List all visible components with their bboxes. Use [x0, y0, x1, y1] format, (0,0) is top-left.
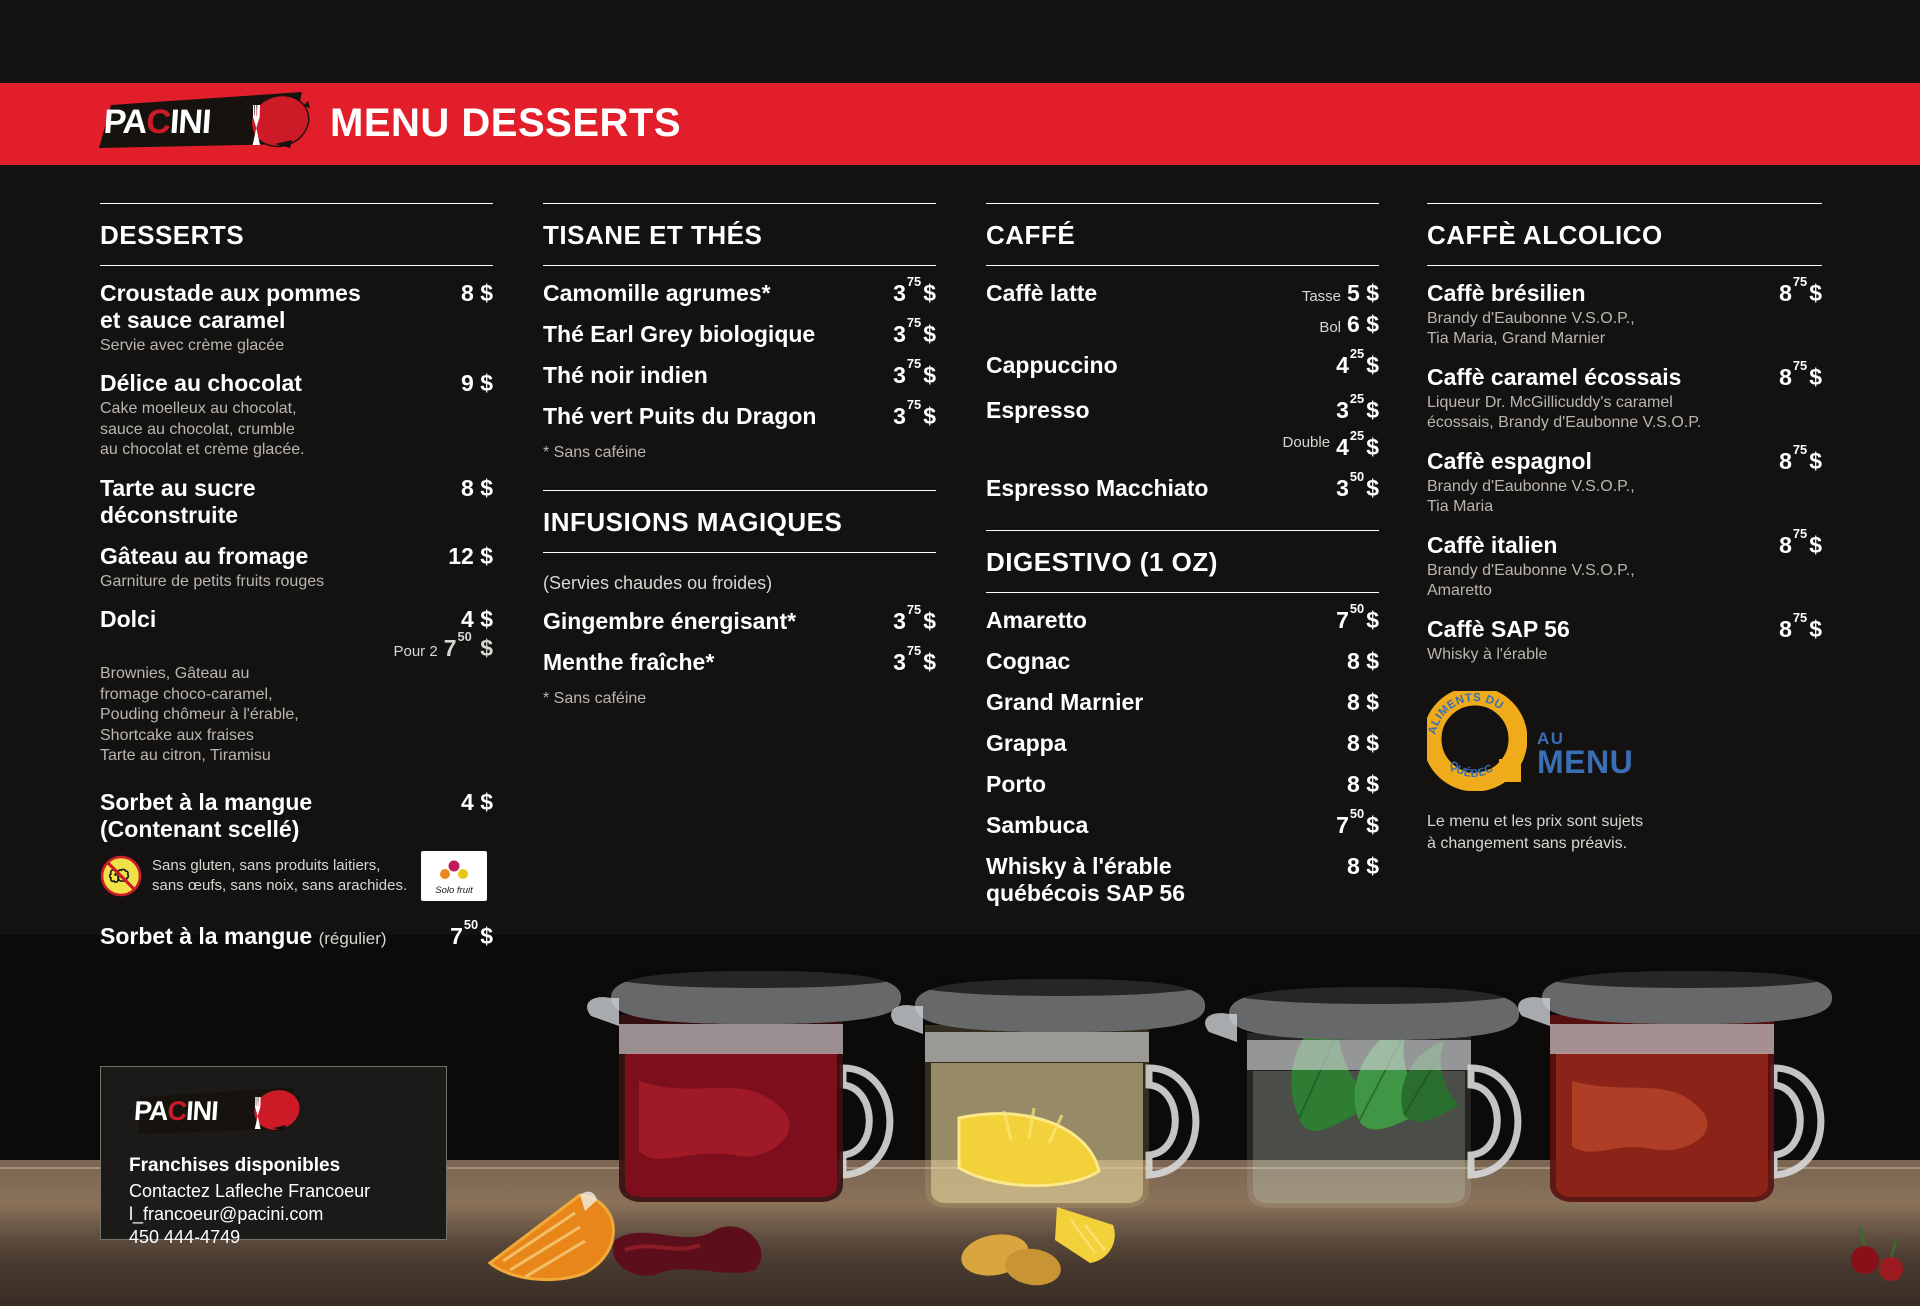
svg-text:PACINI: PACINI	[102, 103, 211, 141]
svg-text:Solo fruit: Solo fruit	[435, 885, 473, 896]
svg-text:ALIMENTS DU: ALIMENTS DU	[1427, 692, 1505, 736]
svg-text:PACINI: PACINI	[133, 1096, 219, 1126]
